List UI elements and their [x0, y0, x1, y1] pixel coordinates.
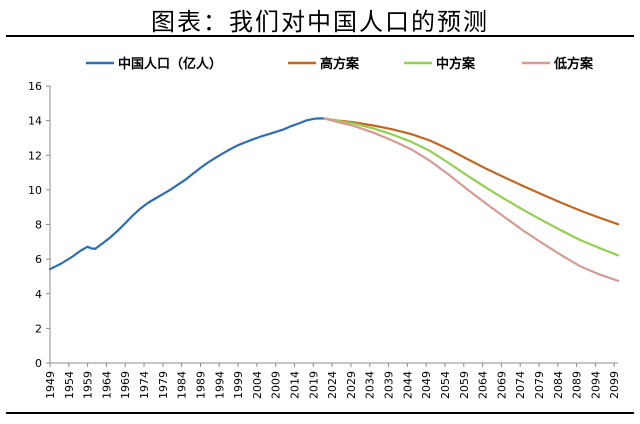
x-tick-label: 2079	[533, 371, 546, 399]
y-tick-label: 6	[35, 253, 42, 266]
x-tick-label: 2059	[458, 371, 471, 399]
x-tick-label: 2039	[383, 371, 396, 399]
legend-label-3: 低方案	[553, 56, 594, 72]
y-tick-label: 2	[35, 322, 42, 335]
series-line-3	[323, 117, 620, 282]
y-tick-label: 8	[35, 219, 42, 232]
y-tick-label: 4	[35, 288, 42, 301]
chart-legend: 中国人口（亿人） 高方案 中方案 低方案	[86, 56, 594, 72]
y-tick-label: 12	[28, 149, 42, 162]
chart-title: 图表：我们对中国人口的预测	[151, 8, 489, 36]
x-tick-label: 2074	[514, 371, 527, 399]
y-tick-label: 10	[28, 184, 42, 197]
series-line-2	[323, 117, 620, 257]
x-tick-label: 2004	[251, 371, 264, 399]
x-tick-label: 2069	[495, 371, 508, 399]
series-line-1	[323, 117, 620, 226]
legend-label-0: 中国人口（亿人）	[118, 56, 222, 72]
x-tick-label: 2014	[289, 371, 302, 399]
x-tick-label: 1999	[232, 371, 245, 399]
x-tick-label: 2099	[608, 371, 621, 399]
title-divider	[6, 35, 634, 37]
chart-axes: 0 2 4 6 8 10 12 14 16 1949 1954 1959 1964 1969 1974 197…	[28, 80, 621, 399]
x-tick-label: 2024	[326, 371, 339, 399]
x-tick-label: 1994	[213, 371, 226, 399]
x-tick-label: 1959	[82, 371, 95, 399]
x-tick-label: 2034	[364, 371, 377, 399]
x-tick-label: 2094	[589, 371, 602, 399]
x-tick-label: 2029	[345, 371, 358, 399]
y-tick-label: 0	[35, 357, 42, 370]
x-tick-label: 1984	[176, 371, 189, 399]
x-tick-label: 2019	[307, 371, 320, 399]
legend-label-1: 高方案	[320, 56, 360, 72]
x-tick-label: 2049	[420, 371, 433, 399]
footer-divider	[6, 412, 634, 414]
x-tick-label: 1979	[157, 371, 170, 399]
y-tick-label: 16	[28, 80, 42, 93]
x-tick-label: 2054	[439, 371, 452, 399]
x-tick-label: 1954	[63, 371, 76, 399]
x-tick-label: 2064	[477, 371, 490, 399]
y-tick-label: 14	[28, 115, 42, 128]
x-tick-label: 2089	[571, 371, 584, 399]
x-tick-label: 2009	[270, 371, 283, 399]
x-tick-label: 2044	[401, 371, 414, 399]
series-line-0	[48, 117, 326, 271]
x-tick-label: 1949	[44, 371, 57, 399]
x-tick-label: 2084	[552, 371, 565, 399]
x-tick-label: 1974	[138, 371, 151, 399]
x-tick-label: 1989	[194, 371, 207, 399]
plot-area	[48, 117, 620, 282]
legend-label-2: 中方案	[436, 56, 476, 72]
x-tick-label: 1969	[119, 371, 132, 399]
x-tick-label: 1964	[100, 371, 113, 399]
